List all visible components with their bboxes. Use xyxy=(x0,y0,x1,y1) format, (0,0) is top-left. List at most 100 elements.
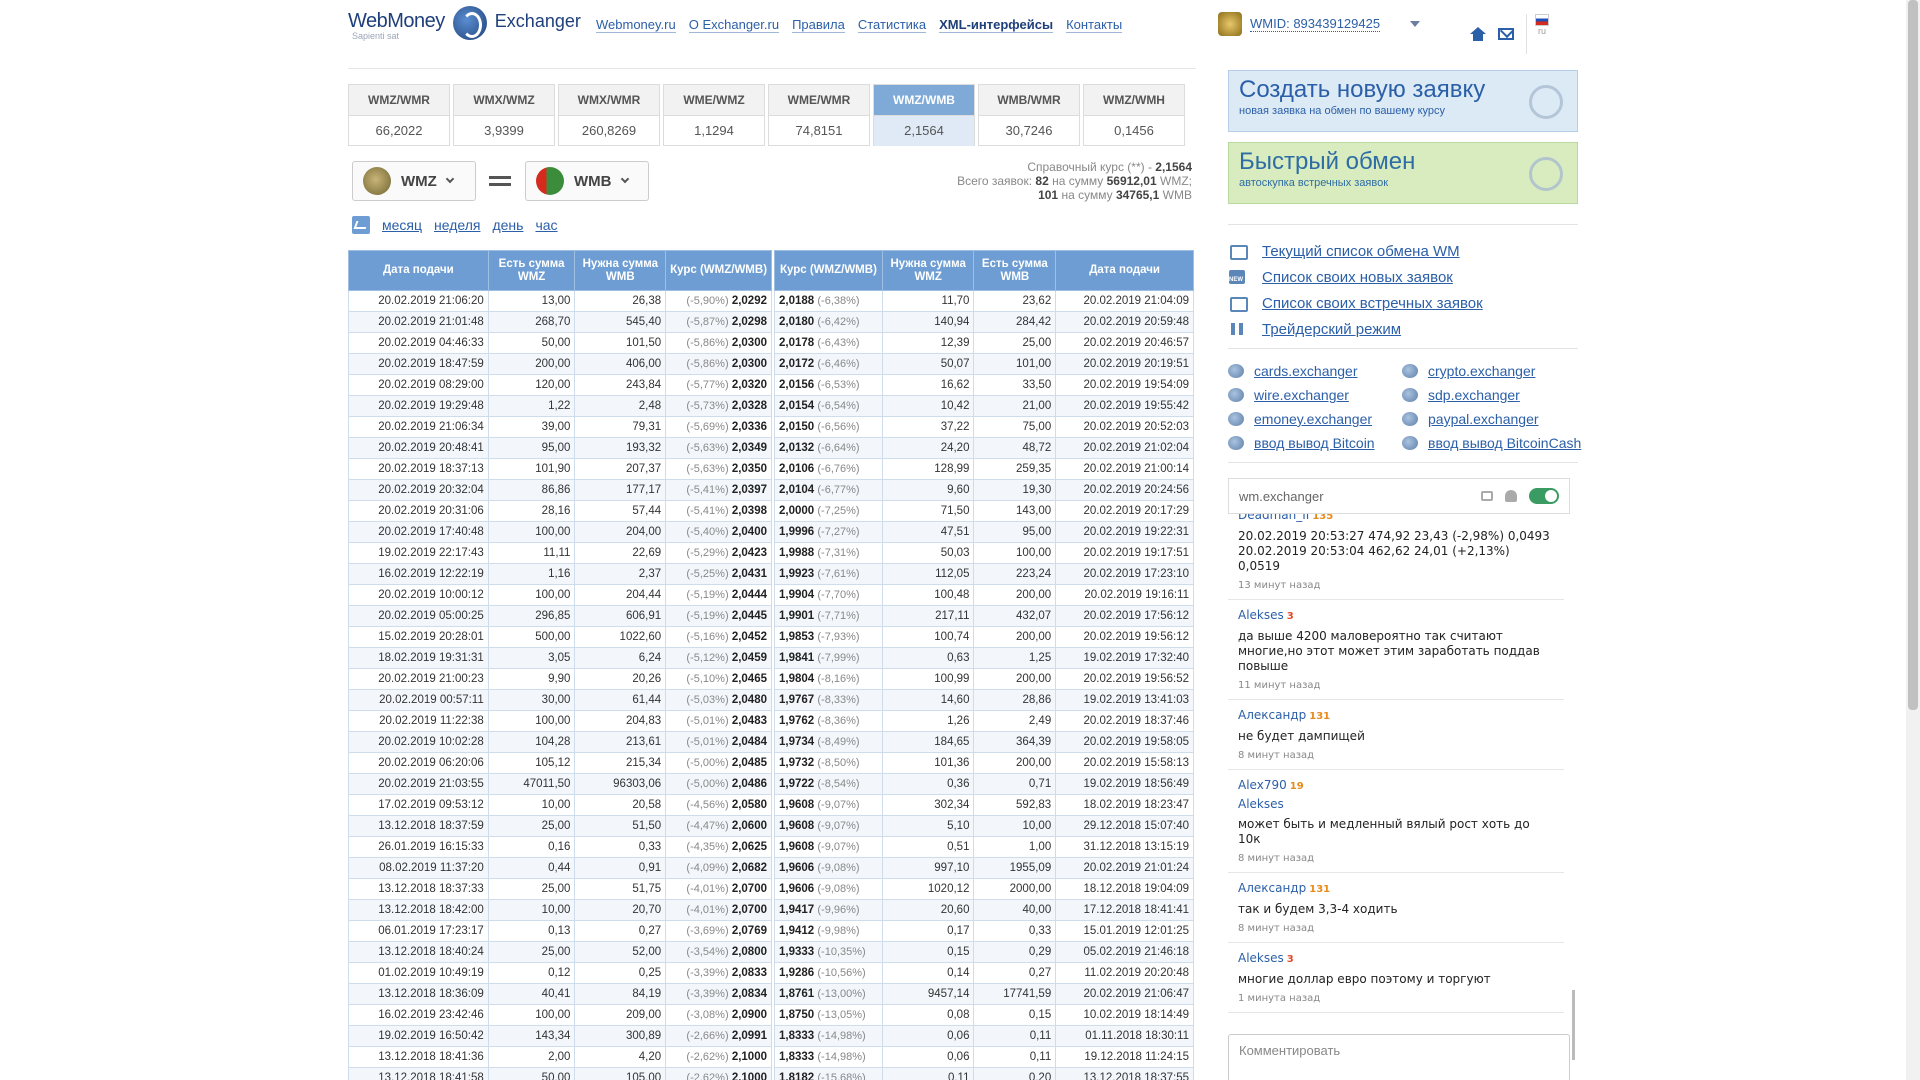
table-row[interactable]: 2,0104 (-6,77%) 9,60 19,30 20.02.2019 20:24… xyxy=(774,479,1194,501)
table-row[interactable]: 20.02.2019 21:03:55 47011,50 96303,06 (-5,0… xyxy=(348,773,772,795)
period-hour[interactable]: час xyxy=(535,217,558,233)
link-my-new-orders-label[interactable]: Список своих новых заявок xyxy=(1262,268,1453,286)
table-row[interactable]: 2,0178 (-6,43%) 12,39 25,00 20.02.2019 20:4… xyxy=(774,332,1194,354)
nav-stats[interactable]: Статистика xyxy=(857,17,927,33)
table-row[interactable]: 1,9732 (-8,50%) 101,36 200,00 20.02.2019 15… xyxy=(774,752,1194,774)
table-row[interactable]: 13.12.2018 18:40:24 25,00 52,00 (-3,54%) 2,… xyxy=(348,941,772,963)
message-author[interactable]: Deadman_II xyxy=(1238,514,1310,522)
table-row[interactable]: 19.02.2019 16:50:42 143,34 300,89 (-2,66%) … xyxy=(348,1025,772,1047)
page-scrollbar[interactable] xyxy=(1906,0,1920,1080)
table-row[interactable]: 1,8761 (-13,00%) 9457,14 17741,59 20.02.201… xyxy=(774,983,1194,1005)
table-row[interactable]: 20.02.2019 21:01:48 268,70 545,40 (-5,87%) … xyxy=(348,311,772,333)
link-trader-mode-label[interactable]: Трейдерский режим xyxy=(1262,320,1402,338)
link-current-list-label[interactable]: Текущий список обмена WM xyxy=(1262,242,1460,260)
table-row[interactable]: 20.02.2019 21:06:20 13,00 26,38 (-5,90%) 2,… xyxy=(348,290,772,312)
to-currency-select[interactable]: WMB xyxy=(525,161,649,201)
table-row[interactable]: 20.02.2019 21:06:34 39,00 79,31 (-5,69%) 2,… xyxy=(348,416,772,438)
table-row[interactable]: 1,9722 (-8,54%) 0,36 0,71 19.02.2019 18:56:… xyxy=(774,773,1194,795)
language-switch[interactable]: ru xyxy=(1526,14,1549,54)
table-row[interactable]: 2,0150 (-6,56%) 37,22 75,00 20.02.2019 20:5… xyxy=(774,416,1194,438)
comment-input[interactable]: Комментировать xyxy=(1228,1034,1570,1080)
link-bitcoin[interactable]: ввод вывод Bitcoin xyxy=(1228,434,1402,452)
col-rate[interactable]: Курс (WMZ/WMB) xyxy=(665,250,772,291)
table-row[interactable]: 16.02.2019 23:42:46 100,00 209,00 (-3,08%) … xyxy=(348,1004,772,1026)
table-row[interactable]: 13.12.2018 18:41:58 50,00 105,00 (-2,62%) 2… xyxy=(348,1067,772,1080)
table-row[interactable]: 19.02.2019 22:17:43 11,11 22,69 (-5,29%) 2,… xyxy=(348,542,772,564)
table-row[interactable]: 20.02.2019 06:20:06 105,12 215,34 (-5,00%) … xyxy=(348,752,772,774)
pair-tab[interactable]: WMB/WMR 30,7246 xyxy=(978,84,1080,146)
table-row[interactable]: 13.12.2018 18:37:33 25,00 51,75 (-4,01%) 2,… xyxy=(348,878,772,900)
link-wire-exchanger[interactable]: wire.exchanger xyxy=(1228,386,1402,404)
table-row[interactable]: 13.12.2018 18:36:09 40,41 84,19 (-3,39%) 2,… xyxy=(348,983,772,1005)
table-row[interactable]: 1,8750 (-13,05%) 0,08 0,15 10.02.2019 18:14… xyxy=(774,1004,1194,1026)
period-day[interactable]: день xyxy=(492,217,524,233)
table-row[interactable]: 20.02.2019 08:29:00 120,00 243,84 (-5,77%) … xyxy=(348,374,772,396)
col-date[interactable]: Дата подачи xyxy=(1055,250,1194,291)
table-row[interactable]: 1,9412 (-9,98%) 0,17 0,33 15.01.2019 12:01:… xyxy=(774,920,1194,942)
pair-tab[interactable]: WMZ/WMR 66,2022 xyxy=(348,84,450,146)
message-author[interactable]: Александр xyxy=(1238,881,1307,895)
table-row[interactable]: 2,0000 (-7,25%) 71,50 143,00 20.02.2019 20:… xyxy=(774,500,1194,522)
chat-feed[interactable]: Deadman_II 135 20.02.2019 20:53:27 474,92 … xyxy=(1228,514,1580,1024)
message-author[interactable]: Alekses xyxy=(1238,608,1284,622)
link-current-list[interactable]: Текущий список обмена WM xyxy=(1228,238,1483,264)
message-author[interactable]: Alex790 xyxy=(1238,778,1287,792)
table-row[interactable]: 26.01.2019 16:15:33 0,16 0,33 (-4,35%) 2,06… xyxy=(348,836,772,858)
scrollbar-thumb[interactable] xyxy=(1908,0,1918,710)
table-row[interactable]: 20.02.2019 10:02:28 104,28 213,61 (-5,01%) … xyxy=(348,731,772,753)
link-bitcoincash[interactable]: ввод вывод BitcoinCash xyxy=(1402,434,1582,452)
table-row[interactable]: 1,9904 (-7,70%) 100,48 200,00 20.02.2019 19… xyxy=(774,584,1194,606)
table-row[interactable]: 20.02.2019 18:37:13 101,90 207,37 (-5,63%) … xyxy=(348,458,772,480)
table-row[interactable]: 06.01.2019 17:23:17 0,13 0,27 (-3,69%) 2,07… xyxy=(348,920,772,942)
link-label[interactable]: emoney.exchanger xyxy=(1254,411,1373,427)
table-row[interactable]: 20.02.2019 20:32:04 86,86 177,17 (-5,41%) 2… xyxy=(348,479,772,501)
table-row[interactable]: 20.02.2019 18:47:59 200,00 406,00 (-5,86%) … xyxy=(348,353,772,375)
table-row[interactable]: 20.02.2019 19:29:48 1,22 2,48 (-5,73%) 2,03… xyxy=(348,395,772,417)
table-row[interactable]: 1,9762 (-8,36%) 1,26 2,49 20.02.2019 18:37:… xyxy=(774,710,1194,732)
create-order-button[interactable]: Создать новую заявку новая заявка на обм… xyxy=(1228,70,1578,132)
table-row[interactable]: 1,9608 (-9,07%) 0,51 1,00 31.12.2018 13:15:… xyxy=(774,836,1194,858)
table-row[interactable]: 20.02.2019 00:57:11 30,00 61,44 (-5,03%) 2,… xyxy=(348,689,772,711)
table-row[interactable]: 1,9286 (-10,56%) 0,14 0,27 11.02.2019 20:20… xyxy=(774,962,1194,984)
nav-webmoney[interactable]: Webmoney.ru xyxy=(596,17,676,33)
table-row[interactable]: 1,9767 (-8,33%) 14,60 28,86 19.02.2019 13:4… xyxy=(774,689,1194,711)
chat-scrollbar[interactable] xyxy=(1572,990,1575,1060)
table-row[interactable]: 2,0106 (-6,76%) 128,99 259,35 20.02.2019 21… xyxy=(774,458,1194,480)
table-row[interactable]: 1,9853 (-7,93%) 100,74 200,00 20.02.2019 19… xyxy=(774,626,1194,648)
table-row[interactable]: 1,9923 (-7,61%) 112,05 223,24 20.02.2019 17… xyxy=(774,563,1194,585)
wmid-menu[interactable]: WMID: 893439129425 xyxy=(1218,12,1421,36)
table-row[interactable]: 1,9417 (-9,96%) 20,60 40,00 17.12.2018 18:4… xyxy=(774,899,1194,921)
bell-icon[interactable] xyxy=(1505,490,1517,502)
table-row[interactable]: 1,9841 (-7,99%) 0,63 1,25 19.02.2019 17:32:… xyxy=(774,647,1194,669)
chart-icon[interactable] xyxy=(352,216,370,234)
reply-author[interactable]: Alekses xyxy=(1238,797,1284,811)
mail-icon[interactable] xyxy=(1498,28,1514,40)
lock-icon[interactable] xyxy=(1481,491,1493,501)
table-row[interactable]: 20.02.2019 21:00:23 9,90 20,26 (-5,10%) 2,0… xyxy=(348,668,772,690)
pair-tab[interactable]: WMZ/WMH 0,1456 xyxy=(1083,84,1185,146)
link-my-new-orders[interactable]: Список своих новых заявок xyxy=(1228,264,1483,290)
link-label[interactable]: ввод вывод Bitcoin xyxy=(1254,435,1375,451)
period-week[interactable]: неделя xyxy=(434,217,481,233)
table-row[interactable]: 1,9804 (-8,16%) 100,99 200,00 20.02.2019 19… xyxy=(774,668,1194,690)
table-row[interactable]: 1,9608 (-9,07%) 5,10 10,00 29.12.2018 15:07… xyxy=(774,815,1194,837)
link-crypto-exchanger[interactable]: crypto.exchanger xyxy=(1402,362,1582,380)
table-row[interactable]: 2,0156 (-6,53%) 16,62 33,50 20.02.2019 19:5… xyxy=(774,374,1194,396)
message-author[interactable]: Александр xyxy=(1238,708,1307,722)
link-label[interactable]: crypto.exchanger xyxy=(1428,363,1536,379)
link-label[interactable]: cards.exchanger xyxy=(1254,363,1358,379)
table-row[interactable]: 1,9734 (-8,49%) 184,65 364,39 20.02.2019 19… xyxy=(774,731,1194,753)
wmid-label[interactable]: WMID: 893439129425 xyxy=(1250,16,1381,32)
pair-tab[interactable]: WME/WMZ 1,1294 xyxy=(663,84,765,146)
link-sdp-exchanger[interactable]: sdp.exchanger xyxy=(1402,386,1582,404)
nav-about[interactable]: О Exchanger.ru xyxy=(688,17,780,33)
table-row[interactable]: 17.02.2019 09:53:12 10,00 20,58 (-4,56%) 2,… xyxy=(348,794,772,816)
table-row[interactable]: 2,0188 (-6,38%) 11,70 23,62 20.02.2019 21:0… xyxy=(774,290,1194,312)
table-row[interactable]: 1,8182 (-15,68%) 0,11 0,20 13.12.2018 18:37… xyxy=(774,1067,1194,1080)
table-row[interactable]: 2,0180 (-6,42%) 140,94 284,42 20.02.2019 20… xyxy=(774,311,1194,333)
link-my-counter-orders-label[interactable]: Список своих встречных заявок xyxy=(1262,294,1483,312)
from-currency-select[interactable]: WMZ xyxy=(352,161,476,201)
pair-tab[interactable]: WMZ/WMB 2,1564 xyxy=(873,84,975,146)
col-date[interactable]: Дата подачи xyxy=(348,250,489,291)
link-emoney-exchanger[interactable]: emoney.exchanger xyxy=(1228,410,1402,428)
